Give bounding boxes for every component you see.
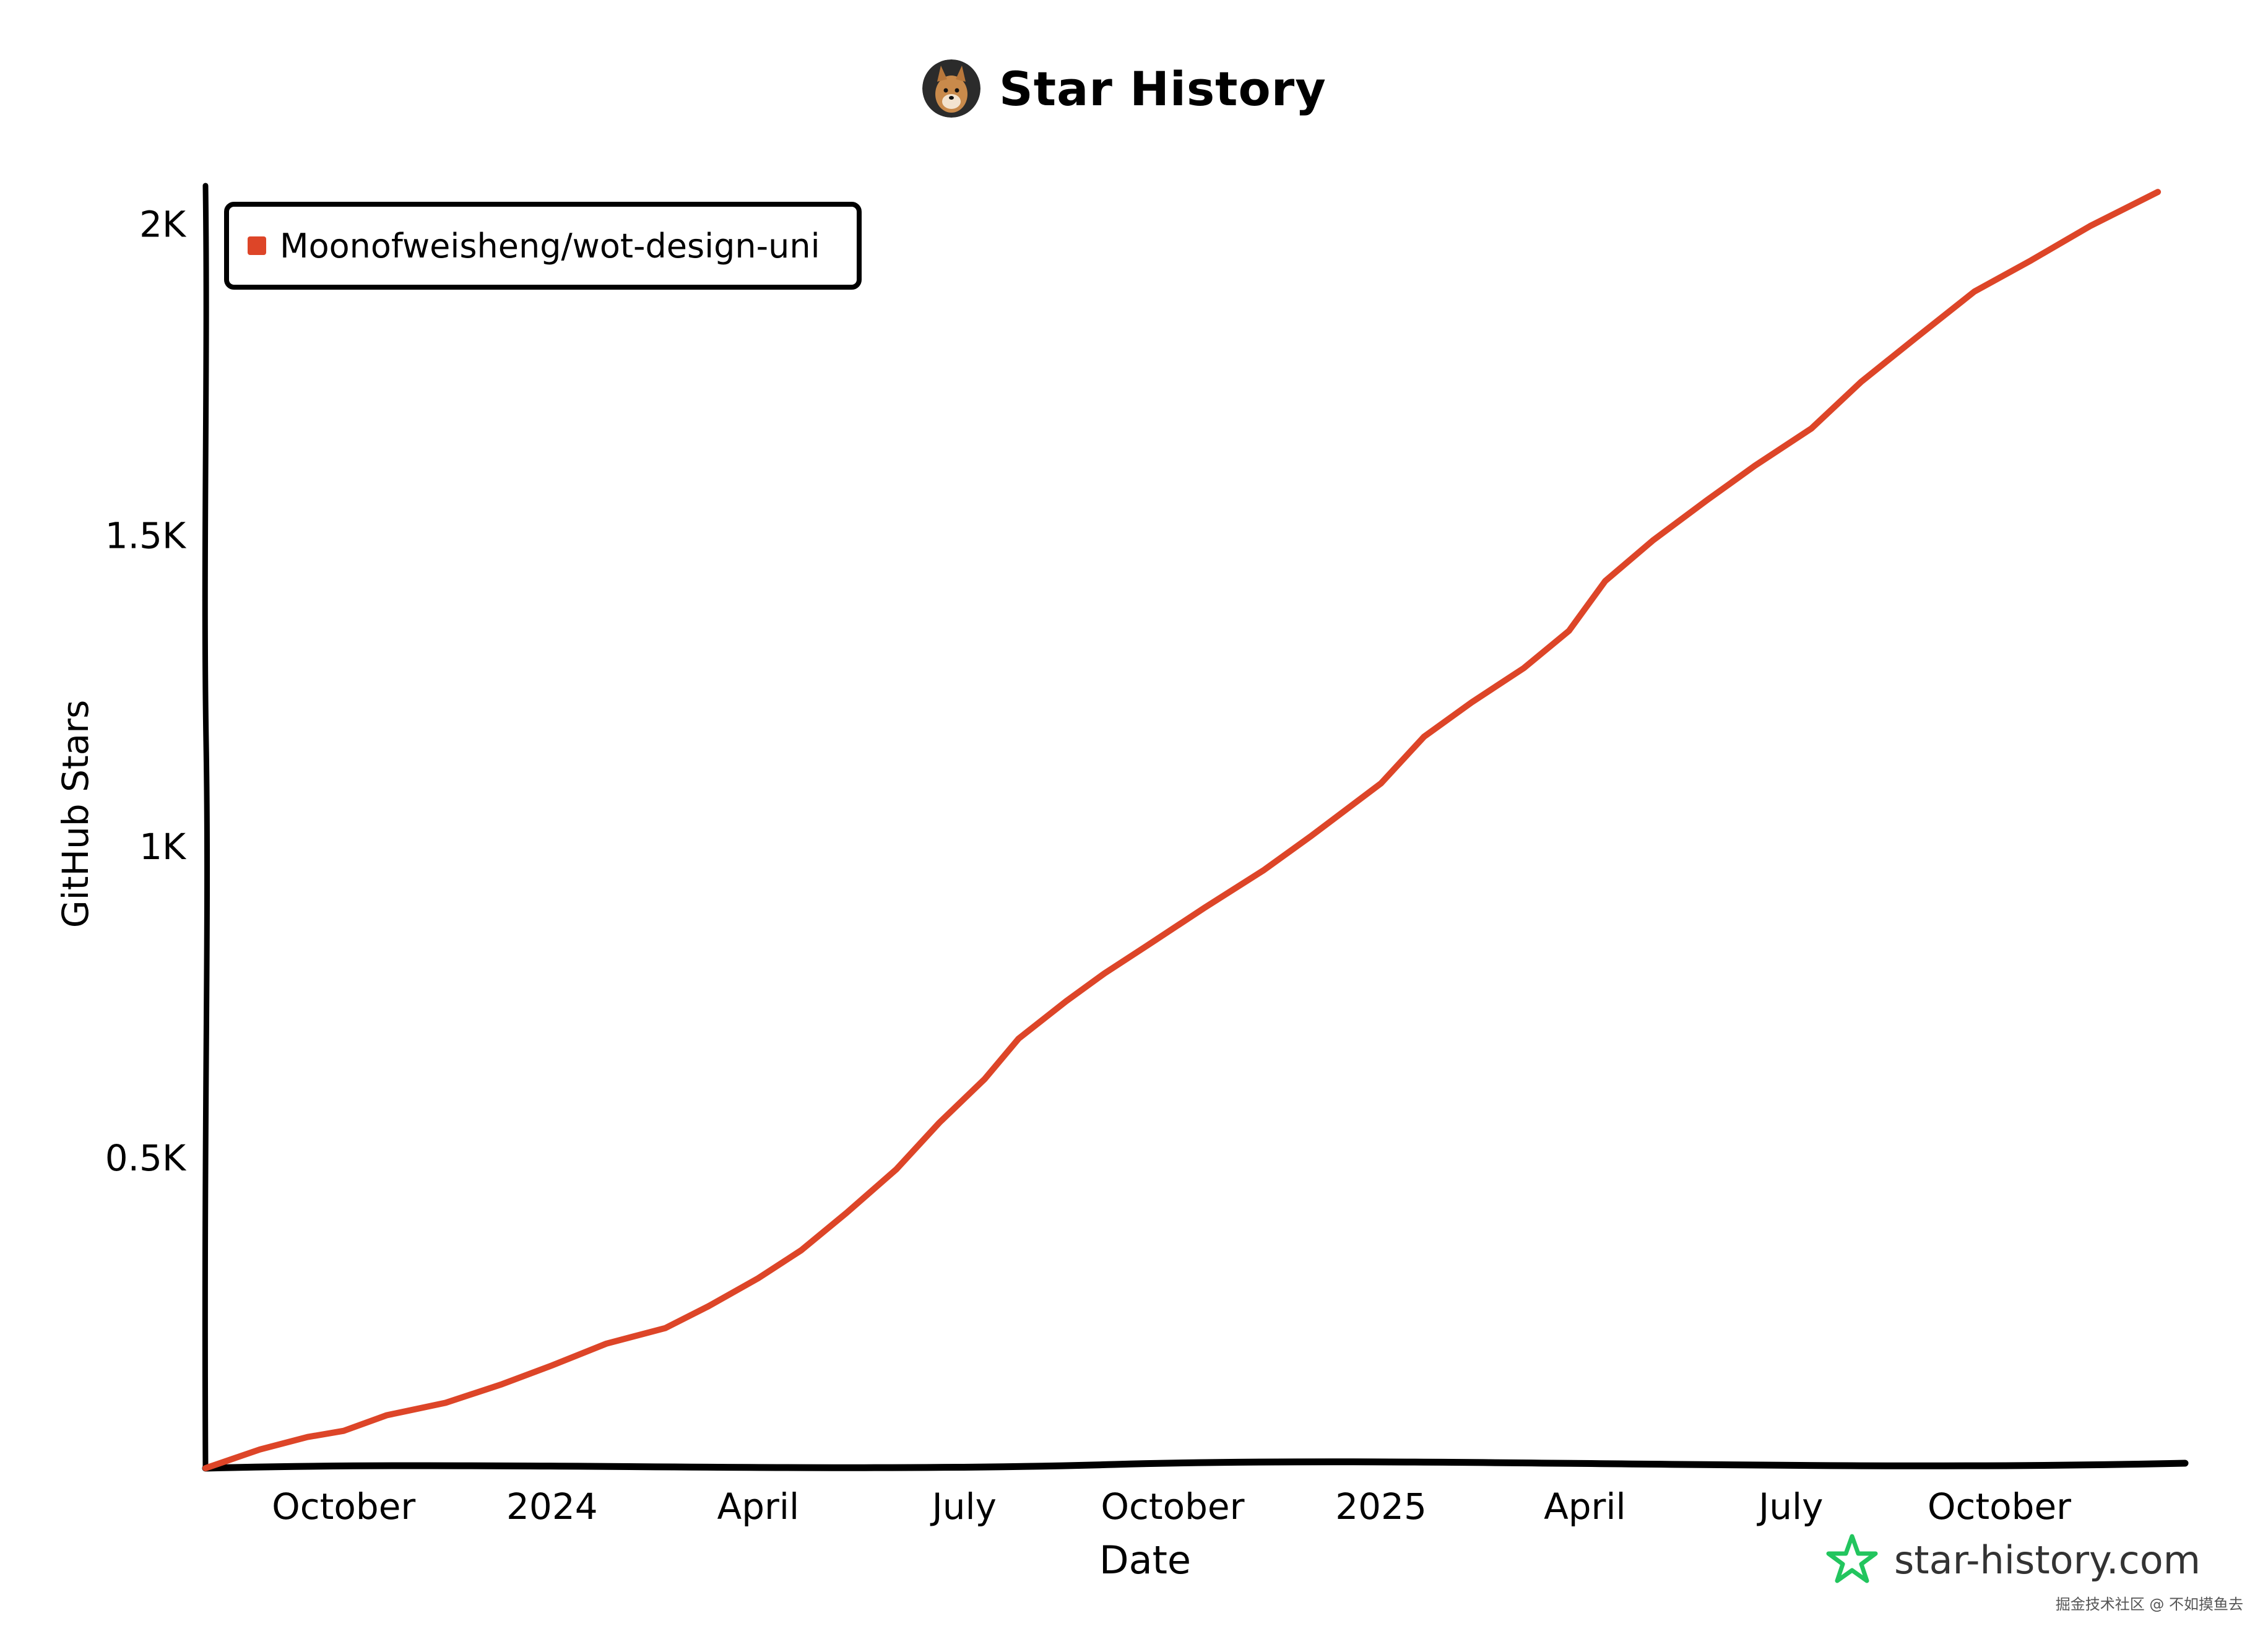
legend-series-label: Moonofweisheng/wot-design-uni: [280, 226, 820, 266]
y-tick-label: 1.5K: [105, 514, 187, 556]
y-tick-label: 2K: [139, 203, 187, 245]
x-tick-label: October: [1928, 1485, 2071, 1528]
x-tick-label: April: [1544, 1485, 1626, 1528]
series-lines: [202, 189, 2162, 1471]
y-axis-label: GitHub Stars: [54, 700, 97, 928]
x-tick-label: 2025: [1335, 1485, 1427, 1528]
x-tick-label: October: [1101, 1485, 1244, 1528]
x-tick-label: 2024: [506, 1485, 598, 1528]
x-tick-label: April: [717, 1485, 800, 1528]
x-axis-label: Date: [1099, 1537, 1191, 1583]
x-tick-label: October: [272, 1485, 415, 1528]
legend-swatch: [248, 236, 266, 255]
x-tick-label: July: [1757, 1485, 1823, 1528]
x-axis-ticks: October 2024 April July October 2025 April July…: [272, 1485, 2071, 1528]
series-line-0: [202, 189, 2162, 1471]
x-tick-label: July: [930, 1485, 997, 1528]
y-tick-label: 0.5K: [105, 1137, 187, 1179]
chart-header: Star History: [922, 54, 1327, 123]
y-axis-line: [202, 183, 210, 1471]
watermark-site-text: star-history.com: [1894, 1537, 2201, 1583]
star-outline-icon: [1826, 1533, 1878, 1587]
chart-title: Star History: [999, 61, 1327, 116]
corner-attribution: 掘金技术社区 @ 不如摸鱼去: [2055, 1596, 2243, 1613]
legend: Moonofweisheng/wot-design-uni: [224, 202, 862, 290]
axes: [202, 183, 2189, 1472]
y-tick-label: 1K: [139, 826, 187, 868]
y-axis-ticks: 0.5K 1K 1.5K 2K: [105, 203, 187, 1179]
watermark[interactable]: star-history.com: [1826, 1529, 2201, 1591]
dog-avatar-icon: [922, 59, 980, 118]
x-axis-line: [202, 1458, 2189, 1472]
